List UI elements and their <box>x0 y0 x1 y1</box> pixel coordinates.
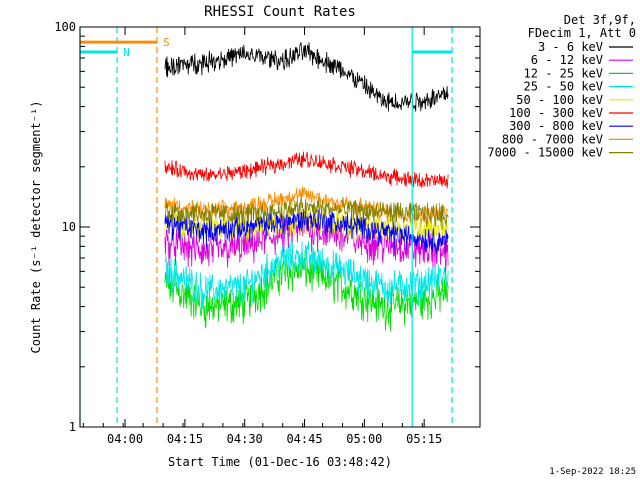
legend-label: 7000 - 15000 keV <box>487 146 603 160</box>
y-tick-label: 100 <box>54 20 76 34</box>
x-tick-label: 04:00 <box>107 432 143 446</box>
series-line-25-50-kev <box>164 239 449 310</box>
axis-layer: 04:00 04:15 04:30 04:45 05:00 05:15 1 10 100 <box>54 20 480 446</box>
x-tick-label: 04:45 <box>286 432 322 446</box>
x-tick-label: 04:15 <box>167 432 203 446</box>
legend-label: 12 - 25 keV <box>524 66 603 80</box>
series-line-100-300-kev <box>164 151 449 189</box>
x-tick-label: 05:00 <box>346 432 382 446</box>
x-tick-label: 04:30 <box>227 432 263 446</box>
header-line-1: Det 3f,9f, <box>564 13 636 27</box>
series-layer <box>164 42 449 332</box>
x-tick-label: 05:15 <box>406 432 442 446</box>
y-axis-label: Count Rate (s⁻¹ detector segment⁻¹) <box>29 101 43 354</box>
legend-label: 6 - 12 keV <box>531 53 603 67</box>
y-tick-label: 10 <box>62 220 76 234</box>
legend-label: 100 - 300 keV <box>509 106 603 120</box>
footer-timestamp: 1-Sep-2022 18:25 <box>549 467 636 477</box>
chart-title: RHESSI Count Rates <box>204 4 356 20</box>
y-tick-label: 1 <box>69 420 76 434</box>
series-line-3-6-kev <box>164 42 449 112</box>
legend-label: 25 - 50 keV <box>524 80 603 94</box>
header-line-2: FDecim 1, Att 0 <box>528 26 636 40</box>
series-line-300-800-kev <box>164 209 449 255</box>
state-bar-label-n: N <box>123 46 130 59</box>
series-line-50-100-kev <box>164 206 449 245</box>
state-bar-label-s: S <box>163 36 170 49</box>
legend-label: 300 - 800 keV <box>509 119 603 133</box>
legend-label: 800 - 7000 keV <box>502 132 603 146</box>
series-line-12-25-kev <box>164 250 449 332</box>
legend-label: 3 - 6 keV <box>538 40 603 54</box>
x-axis-label: Start Time (01-Dec-16 03:48:42) <box>168 455 392 469</box>
marker-layer: NS <box>79 27 453 427</box>
legend-label: 50 - 100 keV <box>516 93 603 107</box>
series-line-7000-15000-kev <box>164 197 449 230</box>
